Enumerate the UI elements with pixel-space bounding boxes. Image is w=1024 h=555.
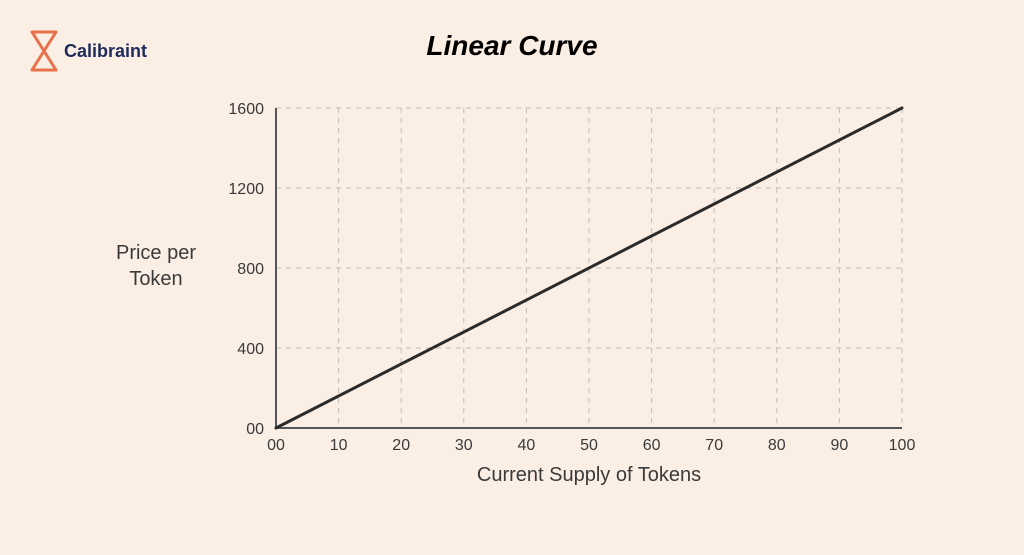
y-tick-label: 00 bbox=[246, 421, 264, 438]
x-tick-label: 100 bbox=[889, 437, 916, 454]
x-tick-label: 10 bbox=[330, 437, 348, 454]
x-tick-label: 60 bbox=[643, 437, 661, 454]
x-tick-label: 70 bbox=[705, 437, 723, 454]
chart-plot-area: 001020304050607080901000040080012001600 bbox=[226, 98, 852, 418]
x-tick-label: 30 bbox=[455, 437, 473, 454]
y-axis-label: Price perToken bbox=[96, 240, 216, 292]
x-tick-label: 00 bbox=[267, 437, 285, 454]
y-tick-label: 1200 bbox=[228, 181, 264, 198]
y-tick-label: 800 bbox=[237, 261, 264, 278]
chart-title: Linear Curve bbox=[0, 30, 1024, 62]
page: Calibraint Linear Curve Price perToken C… bbox=[0, 0, 1024, 555]
y-tick-label: 1600 bbox=[228, 101, 264, 118]
x-tick-label: 80 bbox=[768, 437, 786, 454]
x-tick-label: 90 bbox=[831, 437, 849, 454]
x-tick-label: 20 bbox=[392, 437, 410, 454]
x-tick-label: 50 bbox=[580, 437, 598, 454]
y-tick-label: 400 bbox=[237, 341, 264, 358]
x-tick-label: 40 bbox=[518, 437, 536, 454]
